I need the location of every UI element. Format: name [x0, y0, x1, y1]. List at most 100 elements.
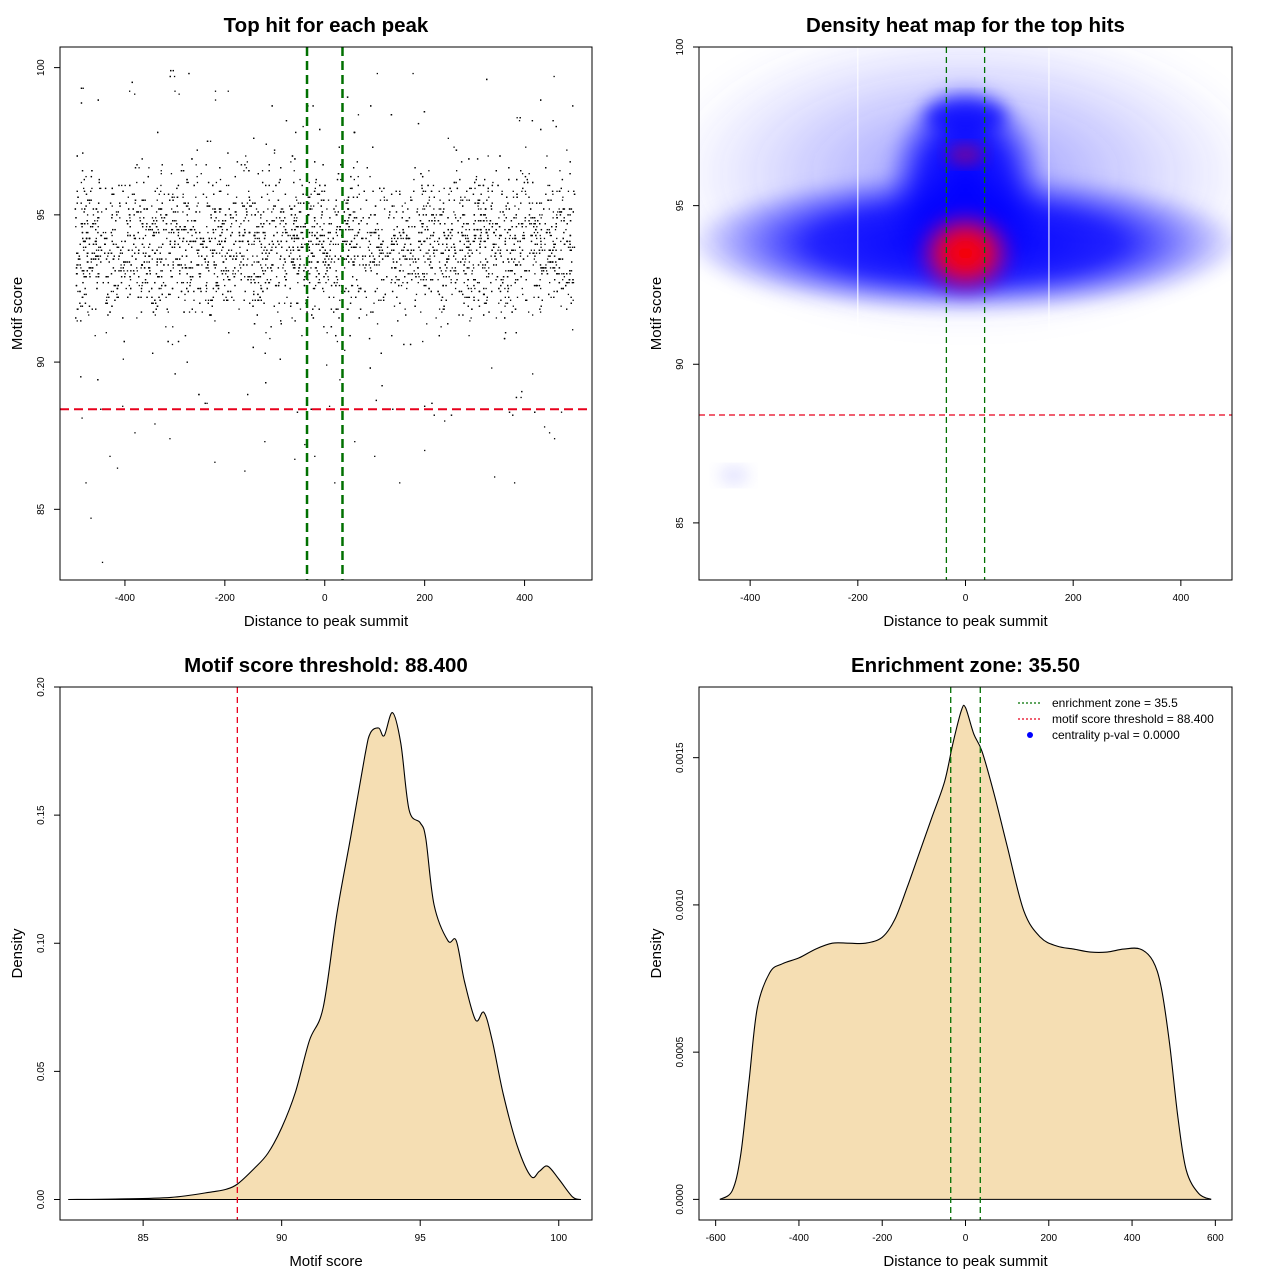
scatter-point [549, 281, 551, 284]
scatter-point [455, 181, 457, 184]
scatter-point [534, 255, 536, 257]
scatter-point [300, 246, 303, 248]
scatter-point [352, 246, 355, 248]
scatter-point [421, 187, 423, 190]
scatter-point [289, 305, 292, 307]
scatter-point [257, 293, 259, 296]
scatter-point [223, 223, 225, 225]
scatter-point [508, 296, 510, 299]
scatter-point [524, 175, 527, 178]
scatter-point [114, 299, 116, 301]
scatter-point [353, 217, 356, 219]
scatter-point [423, 240, 425, 243]
scatter-point [344, 349, 346, 352]
scatter-point [418, 231, 420, 234]
scatter-point [404, 258, 406, 260]
scatter-point [423, 205, 425, 207]
scatter-point [479, 234, 482, 237]
scatter-point [235, 258, 237, 260]
scatter-point [172, 264, 174, 266]
scatter-point [459, 217, 462, 219]
scatter-point [475, 178, 477, 181]
scatter-point [254, 202, 256, 204]
scatter-point [138, 249, 140, 251]
scatter-point [559, 258, 561, 260]
scatter-point [214, 211, 216, 213]
scatter-point [136, 270, 138, 272]
scatter-point [169, 240, 172, 243]
scatter-point [438, 237, 440, 240]
scatter-point [323, 223, 325, 225]
scatter-point [84, 302, 87, 304]
scatter-point [464, 196, 466, 198]
scatter-point [515, 332, 517, 334]
scatter-point [155, 231, 157, 234]
scatter-point [142, 237, 144, 240]
scatter-point [234, 175, 236, 178]
scatter-point [440, 270, 442, 272]
scatter-point [196, 249, 198, 251]
scatter-point [509, 234, 511, 237]
scatter-point [504, 228, 506, 231]
scatter-point [143, 217, 145, 219]
scatter-point [280, 211, 282, 213]
scatter-point [547, 261, 549, 263]
scatter-point [543, 237, 546, 240]
scatter-point [566, 149, 568, 151]
scatter-point [194, 311, 197, 313]
scatter-point [107, 281, 110, 284]
scatter-point [256, 231, 258, 234]
scatter-point [352, 196, 355, 198]
scatter-point [90, 190, 92, 192]
scatter-point [391, 249, 393, 251]
scatter-point [234, 267, 236, 269]
scatter-point [507, 202, 509, 204]
scatter-point [426, 273, 428, 275]
scatter-point [80, 376, 82, 378]
scatter-point [137, 252, 140, 254]
scatter-point [163, 217, 166, 219]
scatter-point [121, 252, 123, 254]
scatter-point [373, 302, 375, 304]
scatter-point [485, 302, 487, 304]
scatter-point [435, 317, 437, 319]
scatter-point [408, 226, 410, 228]
scatter-point [83, 211, 85, 213]
scatter-point [466, 190, 468, 192]
scatter-point [466, 199, 468, 201]
scatter-point [221, 223, 224, 225]
scatter-point [427, 258, 429, 260]
scatter-point [87, 311, 89, 313]
scatter-point [141, 226, 144, 228]
scatter-point [308, 246, 310, 248]
scatter-point [177, 296, 180, 299]
scatter-point [201, 311, 203, 313]
scatter-point [104, 187, 107, 190]
scatter-point [488, 228, 490, 231]
scatter-point [85, 276, 87, 278]
scatter-point [111, 217, 113, 219]
scatter-point [185, 267, 188, 269]
scatter-point [345, 202, 347, 204]
scatter-point [552, 193, 554, 195]
scatter-point [330, 326, 333, 328]
scatter-point [81, 208, 83, 210]
scatter-point [259, 240, 261, 243]
scatter-point [139, 217, 141, 219]
scatter-point [396, 243, 398, 245]
scatter-point [470, 187, 472, 190]
scatter-point [399, 193, 401, 195]
scatter-point [329, 249, 331, 251]
scatter-point [172, 211, 175, 213]
scatter-point [480, 208, 482, 210]
scatter-point [351, 276, 354, 278]
scatter-point [344, 290, 346, 293]
scatter-point [142, 223, 144, 225]
scatter-point [393, 234, 395, 237]
scatter-point [322, 240, 325, 243]
scatter-point [107, 314, 109, 316]
scatter-point [176, 258, 178, 260]
scatter-point [354, 211, 356, 213]
scatter-point [125, 287, 127, 290]
scatter-point [206, 205, 208, 207]
